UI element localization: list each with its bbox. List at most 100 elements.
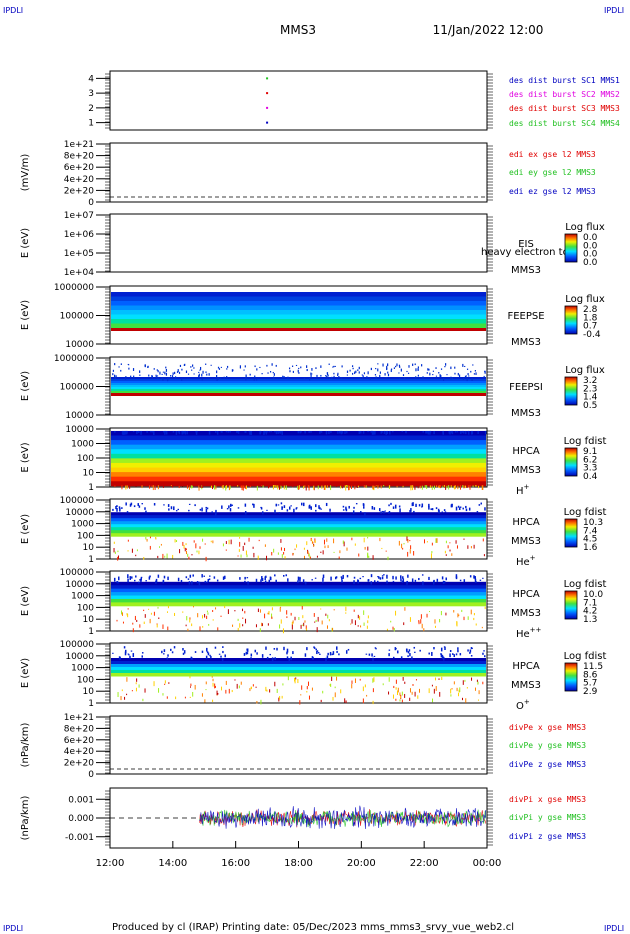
- spectrogram-speckle: [438, 372, 440, 374]
- spectrogram-speckle: [132, 653, 135, 658]
- spacecraft-label: MMS3: [511, 680, 541, 691]
- colorbar-tick-label: 3.3: [583, 464, 597, 474]
- spectrogram-speckle: [178, 371, 181, 374]
- spectrogram-speckle: [259, 628, 261, 632]
- spectrogram-speckle: [286, 616, 288, 619]
- spectrogram-speckle: [454, 430, 457, 433]
- spectrogram-speckle: [201, 485, 203, 490]
- spectrogram-speckle: [306, 690, 308, 693]
- spectrogram-speckle: [287, 676, 289, 681]
- spectrogram-speckle: [239, 365, 242, 368]
- spectrogram-speckle: [139, 624, 141, 628]
- spectrogram-speckle: [351, 537, 353, 541]
- spectrogram-speckle: [439, 691, 441, 697]
- spectrogram-speckle: [245, 377, 247, 381]
- spectrogram-speckle: [244, 610, 246, 614]
- colorbar-tick-label: 0.7: [583, 322, 597, 332]
- legend-entry: edi ey gse l2 MMS3: [509, 168, 596, 177]
- spectrogram-speckle: [401, 430, 404, 432]
- spectrogram-speckle: [161, 373, 163, 375]
- spectrogram-speckle: [125, 430, 127, 434]
- spectrogram-speckle: [234, 679, 236, 681]
- spectrogram-speckle: [135, 687, 137, 692]
- spectrogram-speckle: [283, 376, 285, 379]
- spectrogram-speckle: [467, 649, 469, 652]
- spectrogram-speckle: [426, 613, 428, 618]
- spectrogram-band: [111, 385, 486, 388]
- spectrogram-speckle: [331, 676, 333, 681]
- spectrogram-speckle: [465, 698, 467, 703]
- spectrogram-speckle: [407, 655, 409, 658]
- spectrogram-feepse: [111, 292, 486, 331]
- spectrogram-speckle: [367, 546, 369, 551]
- spectrogram-speckle: [483, 375, 485, 378]
- burst-marker: [266, 106, 269, 109]
- spectrogram-speckle: [245, 651, 248, 655]
- spectrogram-speckle: [208, 623, 210, 626]
- spectrogram-speckle: [117, 581, 119, 584]
- spectrogram-speckle: [388, 649, 391, 651]
- spectrogram-speckle: [172, 430, 175, 433]
- spectrogram-speckle: [359, 678, 361, 681]
- spectrogram-hpca-h: [111, 430, 487, 491]
- spectrogram-speckle: [451, 430, 454, 435]
- spectrogram-speckle: [399, 366, 401, 368]
- spectrogram-speckle: [327, 545, 329, 548]
- spectrogram-speckle: [344, 430, 346, 434]
- spectrogram-speckle: [157, 485, 159, 490]
- spectrogram-speckle: [244, 365, 246, 368]
- spectrogram-band: [111, 515, 486, 519]
- legend-entry: des dist burst SC2 MMS2: [509, 90, 620, 99]
- spectrogram-speckle: [194, 651, 197, 653]
- species-charge: +: [524, 698, 530, 706]
- spectrogram-speckle: [406, 370, 408, 373]
- spectrogram-speckle: [236, 683, 238, 689]
- spectrogram-speckle: [440, 647, 443, 652]
- spectrogram-speckle: [182, 541, 184, 546]
- spectrogram-speckle: [430, 508, 432, 510]
- y-tick-label: 10: [83, 469, 95, 479]
- colorbar-title: Log fdist: [564, 579, 607, 590]
- spectrogram-speckle: [419, 649, 421, 652]
- spectrogram-speckle: [482, 652, 484, 655]
- spectrogram-speckle: [332, 696, 334, 701]
- species-name: O: [516, 701, 524, 712]
- spectrogram-speckle: [297, 576, 300, 581]
- spectrogram-speckle: [428, 688, 430, 694]
- spectrogram-speckle: [419, 485, 421, 489]
- spectrogram-speckle: [300, 694, 302, 696]
- spectrogram-speckle: [126, 613, 128, 616]
- colorbar-tick-label: 10.0: [583, 590, 603, 600]
- spectrogram-speckle: [292, 370, 294, 373]
- spectrogram-speckle: [477, 699, 479, 701]
- spectrogram-band: [111, 661, 486, 665]
- spectrogram-speckle: [299, 430, 301, 434]
- colorbar: [564, 376, 578, 406]
- spectrogram-speckle: [313, 613, 315, 617]
- spectrogram-speckle: [381, 547, 383, 550]
- spectrogram-speckle: [367, 430, 370, 433]
- spectrogram-speckle: [178, 430, 181, 435]
- spectrogram-band: [111, 462, 486, 469]
- spectrogram-speckle: [348, 485, 350, 491]
- spectrogram-speckle: [201, 615, 203, 619]
- spectrogram-speckle: [195, 543, 197, 549]
- spectrogram-speckle: [415, 368, 417, 372]
- spectrogram-speckle: [242, 545, 244, 551]
- spectrogram-speckle: [348, 505, 350, 509]
- spectrogram-speckle: [333, 538, 335, 544]
- spectrogram-speckle: [451, 503, 453, 506]
- spectrogram-speckle: [198, 581, 201, 586]
- spectrogram-speckle: [304, 620, 306, 623]
- species-charge: ++: [530, 626, 542, 634]
- spectrogram-speckle: [186, 485, 188, 489]
- spectrogram-speckle: [471, 378, 473, 381]
- spectrogram-speckle: [450, 694, 452, 697]
- spectrogram-speckle: [217, 693, 219, 695]
- y-tick-label: 0.000: [68, 814, 94, 824]
- spectrogram-speckle: [283, 485, 285, 490]
- spectrogram-speckle: [185, 548, 187, 551]
- spectrogram-speckle: [149, 485, 151, 489]
- spectrogram-speckle: [143, 621, 145, 625]
